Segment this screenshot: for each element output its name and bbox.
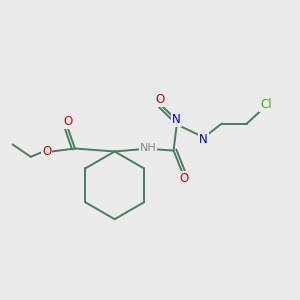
Text: N: N	[199, 133, 208, 146]
Text: N: N	[172, 113, 181, 127]
Text: O: O	[42, 145, 51, 158]
Text: O: O	[179, 172, 188, 185]
Text: NH: NH	[140, 142, 156, 153]
Text: Cl: Cl	[260, 98, 272, 111]
Text: O: O	[63, 115, 72, 128]
Text: O: O	[155, 93, 164, 106]
